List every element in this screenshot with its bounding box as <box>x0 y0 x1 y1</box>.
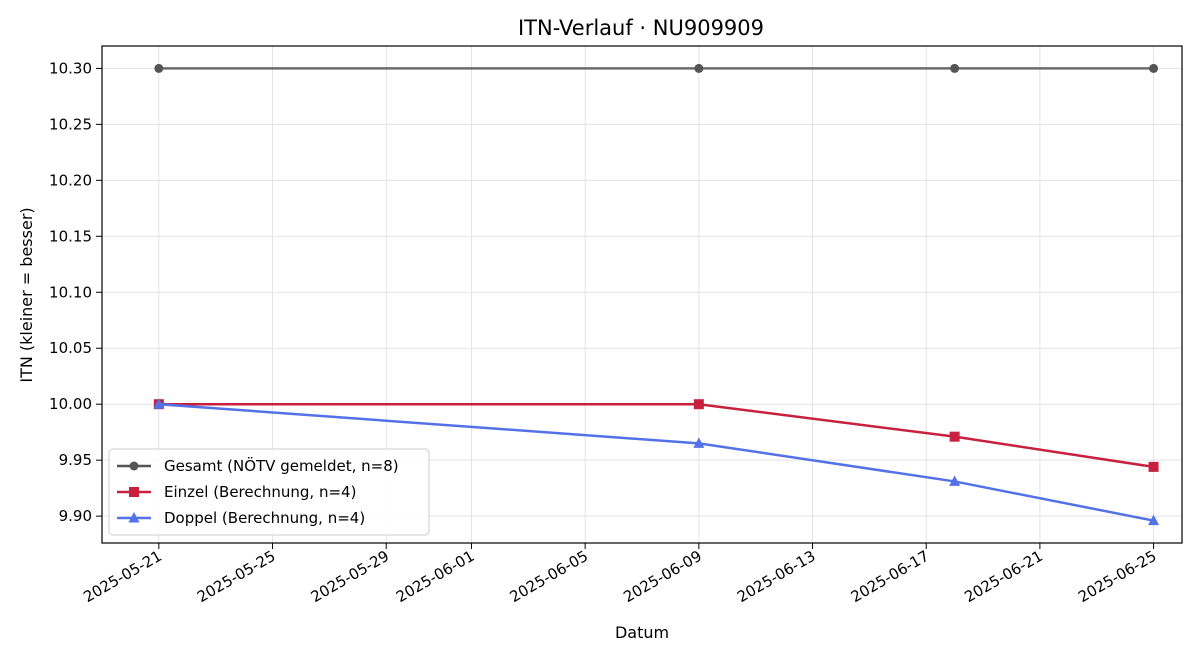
series-lines <box>153 63 1160 526</box>
series-line <box>158 402 1154 469</box>
x-tick-label: 2025-05-21 <box>80 547 165 606</box>
legend-box <box>108 448 430 536</box>
plot-area-frame <box>101 45 1183 544</box>
y-tick-label: 10.10 <box>49 283 92 301</box>
x-tick-label: 2025-05-25 <box>194 547 279 606</box>
grid <box>102 46 1182 543</box>
data-point <box>949 475 961 486</box>
y-tick-label: 10.15 <box>49 227 92 245</box>
legend-marker <box>129 461 139 471</box>
data-point <box>694 63 704 73</box>
y-tick-label: 10.20 <box>49 171 92 189</box>
legend-marker <box>129 487 139 497</box>
series-2 <box>153 398 1160 526</box>
y-tick-label: 10.05 <box>49 339 92 357</box>
x-tick-label: 2025-06-05 <box>507 547 592 606</box>
x-tick-label: 2025-06-17 <box>848 547 933 606</box>
x-tick-label: 2025-06-25 <box>1075 547 1160 606</box>
legend-marker <box>128 512 140 523</box>
x-tick-label: 2025-06-09 <box>620 547 705 606</box>
y-tick-label: 10.00 <box>49 395 92 413</box>
legend: Gesamt (NÖTV gemeldet, n=8) Einzel (Berec… <box>108 448 430 536</box>
data-point <box>1148 514 1160 526</box>
x-tick-label: 2025-06-01 <box>393 547 478 606</box>
series-line <box>158 402 1154 522</box>
y-tick-label: 9.95 <box>59 451 92 469</box>
y-axis-title: ITN (kleiner = besser) <box>17 207 36 382</box>
data-point <box>950 63 960 73</box>
data-point <box>1148 461 1159 472</box>
legend-label: Doppel (Berechnung, n=4) <box>164 509 365 527</box>
data-point <box>1149 63 1159 73</box>
x-axis-ticks: 2025-05-21 2025-05-25 2025-05-29 2025-06-01… <box>80 543 1160 606</box>
series-0 <box>154 63 1159 73</box>
x-tick-label: 2025-06-13 <box>734 547 819 606</box>
legend-label: Gesamt (NÖTV gemeldet, n=8) <box>164 456 399 475</box>
y-tick-label: 9.90 <box>59 507 92 525</box>
y-axis-ticks: 9.90 9.95 10.00 10.05 10.10 10.15 10.20 10.25 10… <box>49 59 102 525</box>
data-point <box>693 437 705 448</box>
data-point <box>949 431 960 442</box>
data-point <box>693 399 704 410</box>
x-tick-label: 2025-06-21 <box>961 547 1046 606</box>
y-tick-label: 10.30 <box>49 59 92 77</box>
y-tick-label: 10.25 <box>49 115 92 133</box>
chart-title: ITN-Verlauf · NU909909 <box>518 16 764 40</box>
data-point <box>153 398 165 409</box>
x-tick-label: 2025-05-29 <box>308 547 393 606</box>
legend-label: Einzel (Berechnung, n=4) <box>164 483 356 501</box>
x-axis-title: Datum <box>615 623 669 642</box>
data-point <box>154 63 164 73</box>
